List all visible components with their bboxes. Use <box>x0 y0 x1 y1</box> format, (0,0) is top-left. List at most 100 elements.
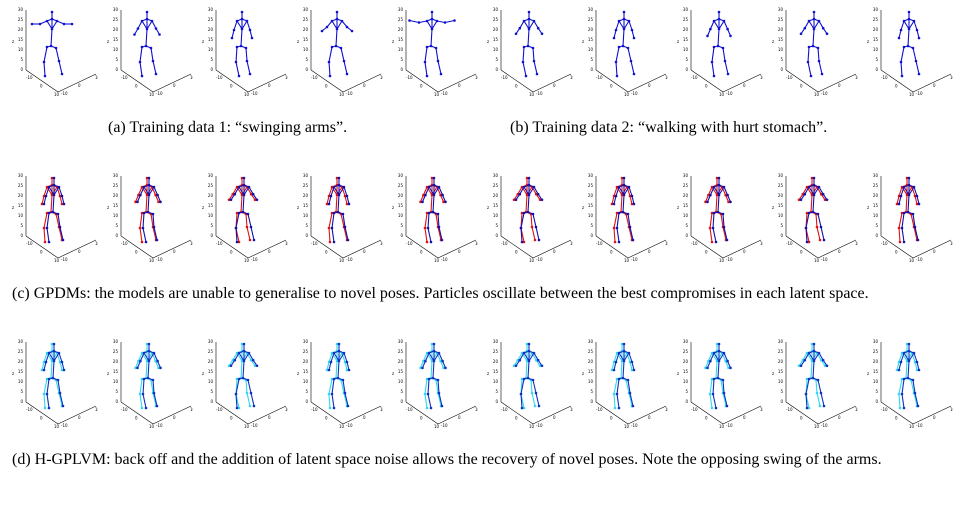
bone <box>344 61 347 74</box>
joint <box>338 177 341 180</box>
joint <box>903 241 906 244</box>
joint <box>717 45 720 48</box>
joint <box>63 369 66 372</box>
joint <box>718 18 721 21</box>
x-tick-label: 10 <box>570 407 573 412</box>
joint <box>629 392 632 395</box>
joint <box>618 212 621 215</box>
x-tick-label: -10 <box>251 423 258 428</box>
joint <box>532 379 535 382</box>
bone <box>528 361 529 378</box>
joint <box>813 360 816 363</box>
joint <box>233 29 236 32</box>
joint <box>433 177 436 180</box>
bone <box>44 62 45 76</box>
joint <box>628 352 631 355</box>
joint <box>804 27 807 30</box>
bone <box>899 394 900 408</box>
joint <box>48 212 51 215</box>
z-label: z <box>772 39 774 44</box>
joint <box>723 226 726 229</box>
joint <box>812 211 815 214</box>
z-tick-label: 25 <box>398 349 404 354</box>
joint <box>256 199 259 202</box>
y-tick-label: -10 <box>691 75 698 80</box>
joint <box>426 20 429 23</box>
y-tick-label: 0 <box>515 84 518 89</box>
joint <box>344 226 347 229</box>
y-tick-label: 0 <box>230 416 233 421</box>
z-tick-label: 25 <box>303 349 309 354</box>
bone <box>425 213 427 228</box>
bone <box>614 379 617 394</box>
z-tick-label: 20 <box>683 359 689 364</box>
bone <box>234 21 237 30</box>
y-tick-label: 0 <box>610 84 613 89</box>
pose-panel: 051015202530z-10-10001010 <box>386 2 478 102</box>
bone <box>916 61 919 74</box>
joint <box>718 350 721 353</box>
z-tick-label: 5 <box>495 57 498 62</box>
joint <box>341 20 344 23</box>
joint <box>818 352 821 355</box>
joint <box>243 177 246 180</box>
bone <box>533 48 534 61</box>
joint <box>712 393 715 396</box>
axis <box>913 74 951 92</box>
bone <box>908 195 909 212</box>
z-tick-label: 5 <box>875 389 878 394</box>
joint <box>523 46 526 49</box>
joint <box>623 28 626 31</box>
bone <box>534 61 537 74</box>
z-tick-label: 15 <box>398 37 404 42</box>
joint <box>45 195 48 198</box>
bone <box>431 361 432 378</box>
x-tick-label: 0 <box>553 83 556 88</box>
joint <box>709 194 712 197</box>
bone <box>614 228 615 242</box>
joint <box>800 33 803 36</box>
joint <box>249 405 252 408</box>
joint <box>818 60 821 63</box>
axis <box>501 236 533 258</box>
x-tick-label: 10 <box>760 241 763 246</box>
joint <box>726 360 729 363</box>
joint <box>48 352 51 355</box>
y-tick-label: 10 <box>149 92 155 97</box>
joint <box>903 186 906 189</box>
z-tick-label: 30 <box>303 7 309 12</box>
axis <box>26 236 58 258</box>
joint <box>632 405 635 408</box>
joint <box>722 47 725 50</box>
joint <box>533 20 536 23</box>
joint <box>618 407 621 410</box>
axis <box>533 74 571 92</box>
joint <box>428 212 431 215</box>
y-tick-label: 0 <box>705 84 708 89</box>
z-label: z <box>582 371 584 376</box>
z-tick-label: 15 <box>208 369 214 374</box>
z-label: z <box>202 371 204 376</box>
z-tick-label: 30 <box>588 339 594 344</box>
pose-panel: 051015202530z-10-10001010 <box>481 334 573 434</box>
joint <box>435 47 438 50</box>
x-tick-label: 0 <box>173 249 176 254</box>
axis <box>153 74 191 92</box>
x-tick-label: 10 <box>380 407 383 412</box>
z-tick-label: 0 <box>780 399 783 404</box>
joint <box>333 241 336 244</box>
pose-panel: 051015202530z-10-10001010 <box>196 2 288 102</box>
bone <box>56 48 59 61</box>
joint <box>722 379 725 382</box>
joint <box>523 378 526 381</box>
y-tick-label: -10 <box>501 241 508 246</box>
axis <box>438 240 476 258</box>
z-tick-label: 30 <box>113 7 119 12</box>
bone <box>329 62 330 76</box>
axis <box>121 70 153 92</box>
joint <box>235 393 238 396</box>
bone <box>906 195 907 212</box>
bone <box>243 195 244 212</box>
z-tick-label: 0 <box>685 67 688 72</box>
z-tick-label: 20 <box>778 359 784 364</box>
